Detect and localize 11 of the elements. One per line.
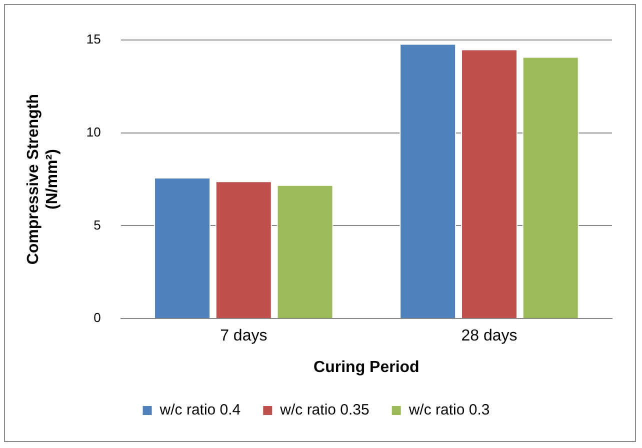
y-tick-label: 10	[86, 124, 101, 140]
legend-label: w/c ratio 0.3	[408, 402, 490, 419]
y-tick-label: 5	[94, 217, 101, 232]
x-axis-title: Curing Period	[314, 358, 420, 376]
y-tick-label: 15	[86, 32, 101, 47]
x-tick-label: 28 days	[461, 328, 518, 345]
y-axis-title: Compressive Strength (N/mm²)	[25, 94, 62, 265]
legend-label: w/c ratio 0.4	[158, 402, 241, 419]
x-tick-label: 7 days	[220, 328, 268, 345]
y-tick-label: 0	[94, 310, 101, 326]
legend-label: w/c ratio 0.35	[279, 402, 370, 419]
